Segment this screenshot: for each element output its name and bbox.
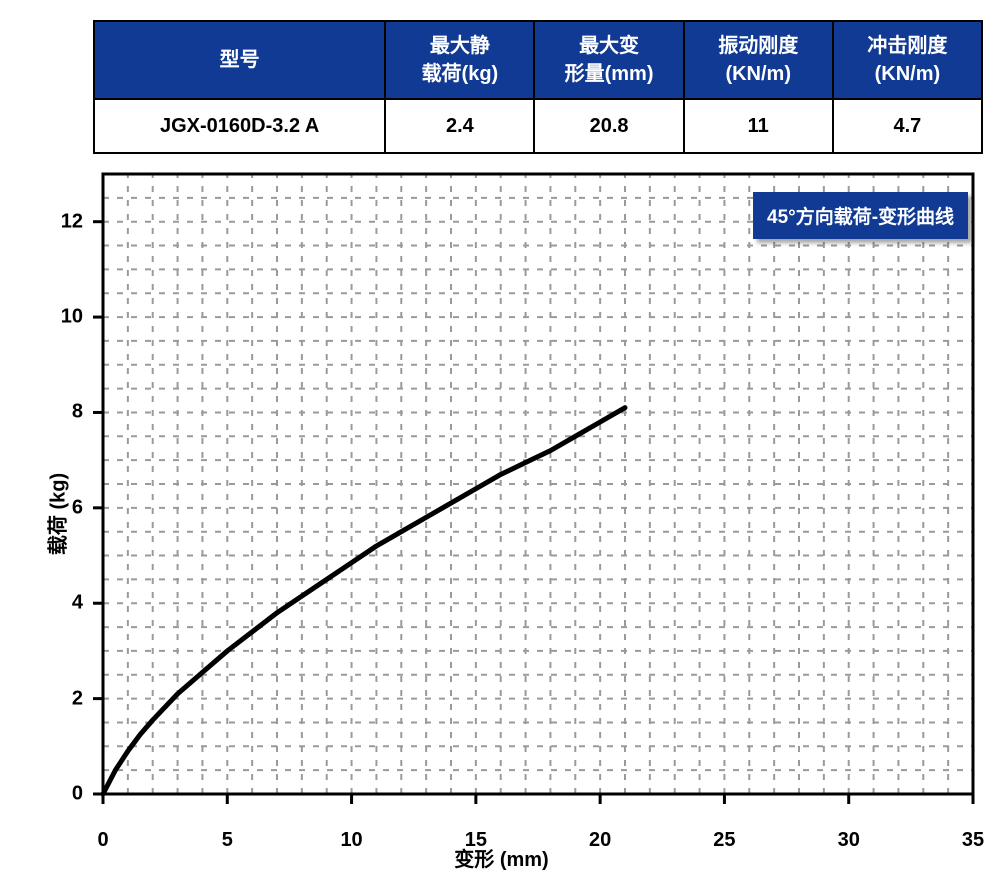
col-header-model: 型号 — [94, 21, 385, 99]
y-tick-label: 10 — [43, 306, 83, 329]
col-header-vib-stiff: 振动刚度(KN/m) — [684, 21, 833, 99]
table-row: JGX-0160D-3.2 A 2.4 20.8 11 4.7 — [94, 99, 982, 153]
y-tick-label: 0 — [43, 783, 83, 806]
y-tick-label: 8 — [43, 401, 83, 424]
y-tick-label: 2 — [43, 687, 83, 710]
x-tick-label: 30 — [838, 829, 860, 852]
series-line — [103, 408, 625, 794]
y-tick-label: 6 — [43, 496, 83, 519]
x-tick-label: 0 — [97, 829, 108, 852]
y-tick-label: 12 — [43, 210, 83, 233]
cell-vib-stiff: 11 — [684, 99, 833, 153]
col-header-shock-stiff: 冲击刚度(KN/m) — [833, 21, 982, 99]
spec-table: 型号 最大静载荷(kg) 最大变形量(mm) 振动刚度(KN/m) 冲击刚度(K… — [93, 20, 983, 154]
col-header-max-deform: 最大变形量(mm) — [534, 21, 683, 99]
cell-max-static-load: 2.4 — [385, 99, 534, 153]
y-tick-label: 4 — [43, 592, 83, 615]
x-tick-label: 35 — [962, 829, 984, 852]
col-header-max-static-load: 最大静载荷(kg) — [385, 21, 534, 99]
chart-container: 载荷 (kg) 变形 (mm) 024681012 05101520253035… — [20, 164, 983, 864]
table-header-row: 型号 最大静载荷(kg) 最大变形量(mm) 振动刚度(KN/m) 冲击刚度(K… — [94, 21, 982, 99]
x-tick-label: 15 — [465, 829, 487, 852]
load-deformation-chart — [93, 164, 983, 824]
cell-model: JGX-0160D-3.2 A — [94, 99, 385, 153]
x-tick-label: 10 — [340, 829, 362, 852]
chart-legend: 45°方向载荷-变形曲线 — [753, 192, 968, 239]
x-tick-label: 20 — [589, 829, 611, 852]
cell-shock-stiff: 4.7 — [833, 99, 982, 153]
x-tick-label: 25 — [713, 829, 735, 852]
x-tick-label: 5 — [222, 829, 233, 852]
cell-max-deform: 20.8 — [534, 99, 683, 153]
